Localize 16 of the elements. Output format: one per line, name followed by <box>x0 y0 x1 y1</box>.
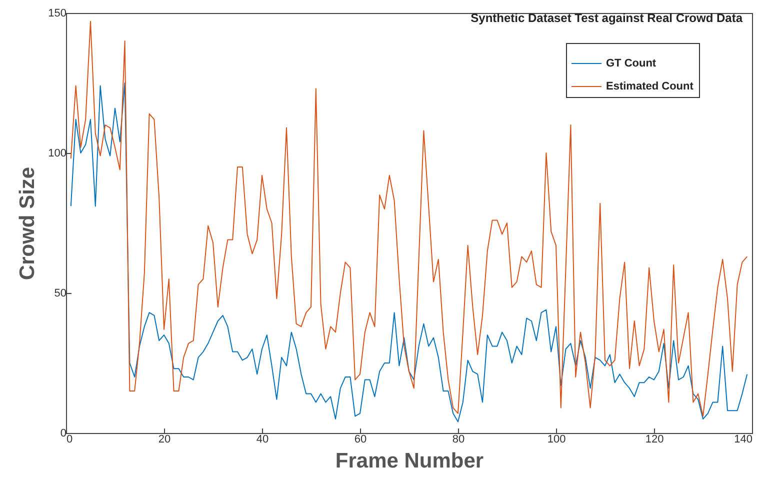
y-tick-label: 150 <box>48 8 66 20</box>
legend-label: GT Count <box>606 58 656 70</box>
x-tick-label: 100 <box>547 434 566 446</box>
x-tick-label: 80 <box>452 434 465 446</box>
x-axis-title: Frame Number <box>335 450 484 472</box>
chart-title: Synthetic Dataset Test against Real Crowd Data <box>470 11 743 25</box>
x-tick-label: 40 <box>256 434 269 446</box>
x-tick-label: 20 <box>158 434 171 446</box>
x-tick-label: 140 <box>734 434 752 446</box>
y-tick-label: 50 <box>54 288 66 300</box>
x-tick-label: 120 <box>645 434 664 446</box>
legend-label: Estimated Count <box>606 80 694 92</box>
y-axis-title: Crowd Size <box>16 166 40 280</box>
line-series <box>70 82 748 422</box>
y-tick-label: 100 <box>48 148 66 160</box>
x-tick-label: 60 <box>354 434 367 446</box>
